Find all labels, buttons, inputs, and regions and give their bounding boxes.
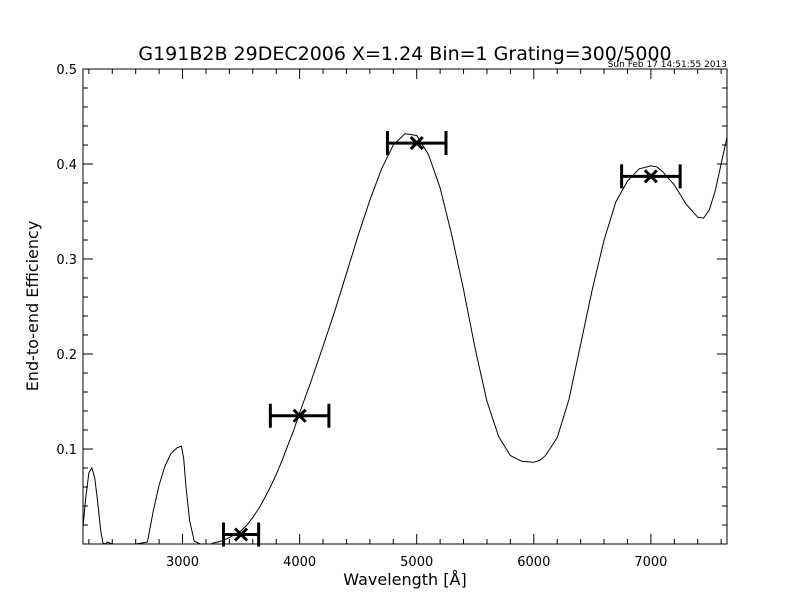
efficiency-curve	[82, 133, 728, 545]
y-axis-label: End-to-end Efficiency	[23, 221, 42, 392]
point-marker-x	[643, 169, 658, 184]
binned-efficiency-points	[222, 131, 682, 547]
chart-title: G191B2B 29DEC2006 X=1.24 Bin=1 Grating=3…	[138, 43, 671, 65]
plot-timestamp: Sun Feb 17 14:51:55 2013	[608, 60, 727, 70]
point-marker-x	[292, 408, 307, 423]
binned-point	[620, 164, 682, 189]
y-tick-label: 0.3	[56, 253, 77, 268]
axis-tick-labels: 3000 4000 5000 6000 7000 0.1 0.2 0.3 0.4 0.5	[56, 63, 667, 570]
x-tick-label: 5000	[400, 555, 433, 570]
y-tick-label: 0.5	[56, 63, 77, 78]
y-tick-label: 0.4	[56, 158, 77, 173]
x-tick-label: 6000	[517, 555, 550, 570]
plot-frame	[82, 68, 728, 545]
binned-point	[385, 131, 448, 156]
x-tick-label: 7000	[634, 555, 667, 570]
point-marker-x	[409, 136, 424, 151]
x-tick-label: 4000	[283, 555, 316, 570]
x-axis-label: Wavelength [Å]	[343, 570, 466, 589]
binned-point	[222, 522, 261, 547]
axis-ticks	[83, 68, 727, 544]
point-marker-x	[234, 527, 249, 542]
binned-point	[268, 403, 331, 428]
y-tick-label: 0.2	[56, 348, 77, 363]
x-tick-label: 3000	[166, 555, 199, 570]
y-tick-label: 0.1	[56, 443, 77, 458]
